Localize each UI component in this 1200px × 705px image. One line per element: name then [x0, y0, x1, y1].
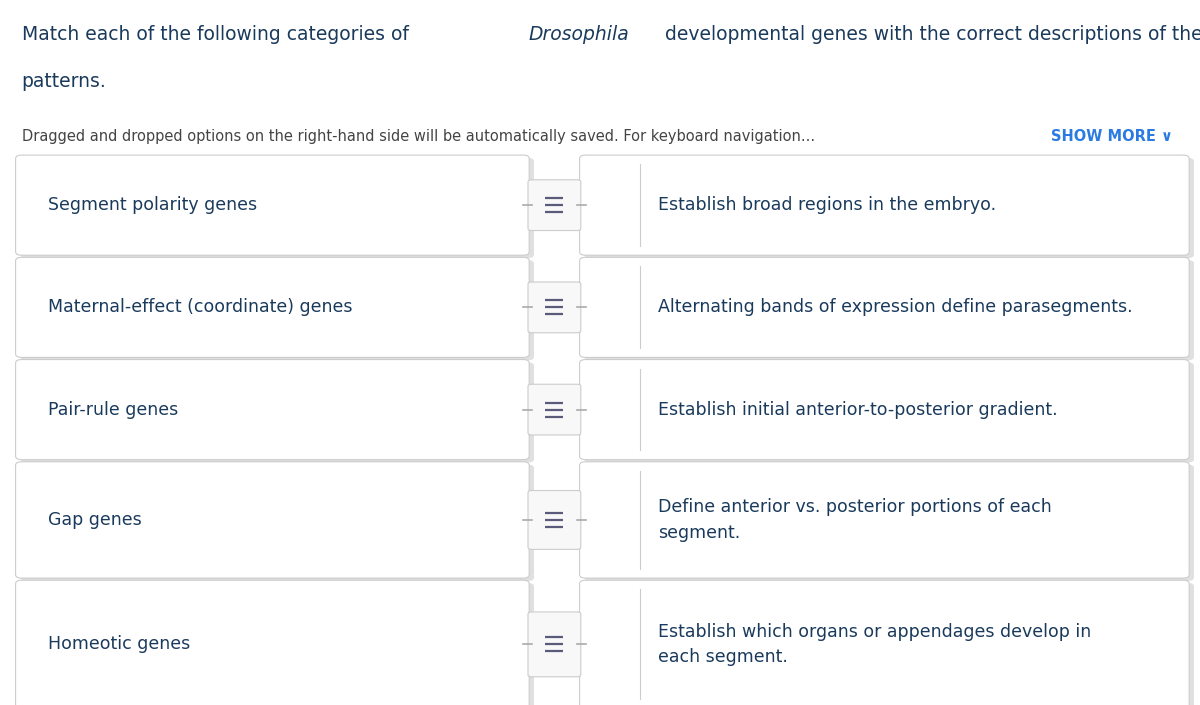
Text: Match each of the following categories of: Match each of the following categories o… — [22, 25, 414, 44]
FancyBboxPatch shape — [20, 465, 534, 581]
Text: Pair-rule genes: Pair-rule genes — [48, 400, 179, 419]
FancyBboxPatch shape — [584, 465, 1194, 581]
Text: developmental genes with the correct descriptions of their expression: developmental genes with the correct des… — [659, 25, 1200, 44]
FancyBboxPatch shape — [580, 580, 1189, 705]
FancyBboxPatch shape — [584, 583, 1194, 705]
FancyBboxPatch shape — [580, 360, 1189, 460]
FancyBboxPatch shape — [584, 158, 1194, 258]
FancyBboxPatch shape — [16, 580, 529, 705]
Text: Dragged and dropped options on the right-hand side will be automatically saved. : Dragged and dropped options on the right… — [22, 129, 815, 144]
Text: Gap genes: Gap genes — [48, 511, 142, 529]
Text: patterns.: patterns. — [22, 72, 107, 91]
FancyBboxPatch shape — [20, 362, 534, 462]
FancyBboxPatch shape — [16, 257, 529, 357]
Text: Alternating bands of expression define parasegments.: Alternating bands of expression define p… — [658, 298, 1133, 317]
FancyBboxPatch shape — [580, 462, 1189, 578]
Text: Establish initial anterior-to-posterior gradient.: Establish initial anterior-to-posterior … — [658, 400, 1057, 419]
Text: Define anterior vs. posterior portions of each
segment.: Define anterior vs. posterior portions o… — [658, 498, 1051, 541]
Text: Homeotic genes: Homeotic genes — [48, 635, 191, 654]
Text: Maternal-effect (coordinate) genes: Maternal-effect (coordinate) genes — [48, 298, 353, 317]
FancyBboxPatch shape — [528, 612, 581, 677]
FancyBboxPatch shape — [580, 257, 1189, 357]
Text: SHOW MORE ∨: SHOW MORE ∨ — [1051, 129, 1172, 144]
FancyBboxPatch shape — [20, 260, 534, 360]
FancyBboxPatch shape — [528, 384, 581, 435]
FancyBboxPatch shape — [20, 583, 534, 705]
FancyBboxPatch shape — [584, 362, 1194, 462]
FancyBboxPatch shape — [16, 462, 529, 578]
FancyBboxPatch shape — [16, 360, 529, 460]
Text: Establish which organs or appendages develop in
each segment.: Establish which organs or appendages dev… — [658, 623, 1091, 666]
Text: Drosophila: Drosophila — [528, 25, 629, 44]
Text: Establish broad regions in the embryo.: Establish broad regions in the embryo. — [658, 196, 996, 214]
FancyBboxPatch shape — [580, 155, 1189, 255]
FancyBboxPatch shape — [528, 180, 581, 231]
FancyBboxPatch shape — [16, 155, 529, 255]
FancyBboxPatch shape — [584, 260, 1194, 360]
FancyBboxPatch shape — [20, 158, 534, 258]
FancyBboxPatch shape — [528, 282, 581, 333]
FancyBboxPatch shape — [528, 491, 581, 549]
Text: Segment polarity genes: Segment polarity genes — [48, 196, 257, 214]
